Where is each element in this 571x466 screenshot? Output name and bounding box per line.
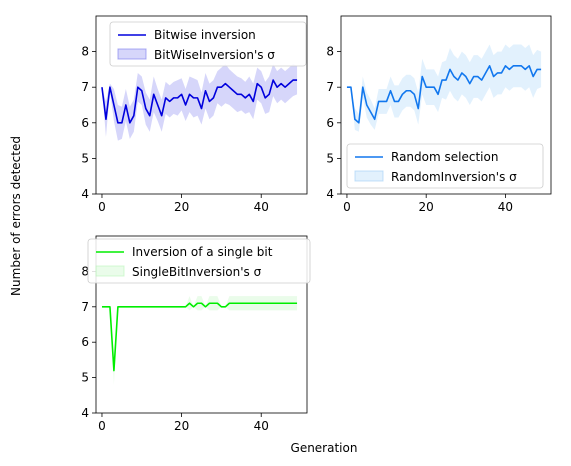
- axes-frame: [340, 15, 552, 195]
- y-tick-label: 8: [81, 45, 89, 59]
- legend-label-band: SingleBitInversion's σ: [132, 265, 262, 279]
- y-tick-label: 8: [326, 45, 334, 59]
- subplot-2: 0 20 40 4 5 6 7 8 Random selection RandomInversio…: [326, 15, 552, 214]
- x-tick-label: 40: [498, 200, 513, 214]
- x-axis-label: Generation: [291, 441, 358, 455]
- x-tick-label: 20: [174, 200, 189, 214]
- y-tick-label: 4: [81, 406, 89, 420]
- series-line: [346, 65, 542, 124]
- subplot-3: 0 20 40 4 5 6 7 8 Inversion of a single bit Singl…: [81, 235, 311, 433]
- legend-box: [109, 21, 307, 67]
- y-tick-label: 6: [81, 116, 89, 130]
- y-tick-label: 5: [81, 371, 89, 385]
- legend-box: [87, 238, 311, 284]
- series-line: [101, 79, 298, 124]
- sigma-band: [346, 44, 542, 132]
- legend-label-line: Inversion of a single bit: [132, 245, 273, 259]
- subplot-1: 0 20 40 4 5 6 7 8 Bitwise inversion BitWiseInvers…: [81, 15, 308, 214]
- legend-label-line: Random selection: [391, 150, 498, 164]
- y-tick-label: 4: [81, 187, 89, 201]
- legend-band-swatch: [95, 265, 125, 277]
- y-tick-label: 4: [326, 187, 334, 201]
- x-tick-label: 0: [343, 200, 351, 214]
- legend: Bitwise inversion BitWiseInversion's σ: [109, 21, 307, 67]
- sigma-band: [101, 296, 298, 385]
- legend-label-band: BitWiseInversion's σ: [154, 48, 275, 62]
- legend-label-band: RandomInversion's σ: [391, 170, 517, 184]
- legend: Random selection RandomInversion's σ: [346, 143, 544, 189]
- x-tick-label: 40: [254, 200, 269, 214]
- axes-frame: [95, 15, 308, 195]
- y-tick-label: 7: [326, 80, 334, 94]
- y-tick-label: 5: [81, 151, 89, 165]
- y-tick-label: 8: [81, 264, 89, 278]
- legend: Inversion of a single bit SingleBitInvers…: [87, 238, 311, 284]
- legend-box: [346, 143, 544, 189]
- x-tick-label: 20: [174, 419, 189, 433]
- y-tick-label: 5: [326, 151, 334, 165]
- y-tick-label: 6: [81, 335, 89, 349]
- legend-band-swatch: [354, 170, 384, 182]
- legend-label-line: Bitwise inversion: [154, 28, 256, 42]
- y-tick-label: 7: [81, 300, 89, 314]
- series-line: [101, 302, 298, 372]
- x-tick-label: 0: [98, 200, 106, 214]
- y-tick-label: 6: [326, 116, 334, 130]
- x-tick-label: 40: [254, 419, 269, 433]
- axes-frame: [95, 235, 308, 414]
- x-tick-label: 0: [98, 419, 106, 433]
- x-tick-label: 20: [419, 200, 434, 214]
- y-tick-label: 7: [81, 80, 89, 94]
- legend-band-swatch: [117, 48, 147, 60]
- y-axis-label: Number of errors detected: [9, 136, 23, 296]
